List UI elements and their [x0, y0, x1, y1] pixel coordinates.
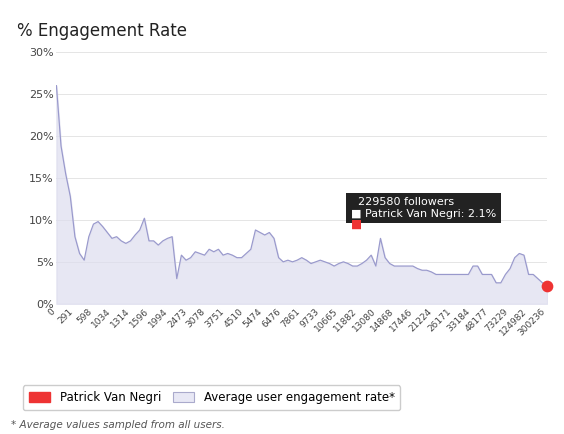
Text: 229580 followers
■ Patrick Van Negri: 2.1%: 229580 followers ■ Patrick Van Negri: 2.… [351, 197, 496, 219]
Text: ■: ■ [351, 218, 363, 231]
Point [543, 283, 552, 289]
Legend: Patrick Van Negri, Average user engagement rate*: Patrick Van Negri, Average user engageme… [23, 385, 400, 410]
Text: * Average values sampled from all users.: * Average values sampled from all users. [11, 420, 225, 430]
Text: % Engagement Rate: % Engagement Rate [17, 22, 187, 40]
